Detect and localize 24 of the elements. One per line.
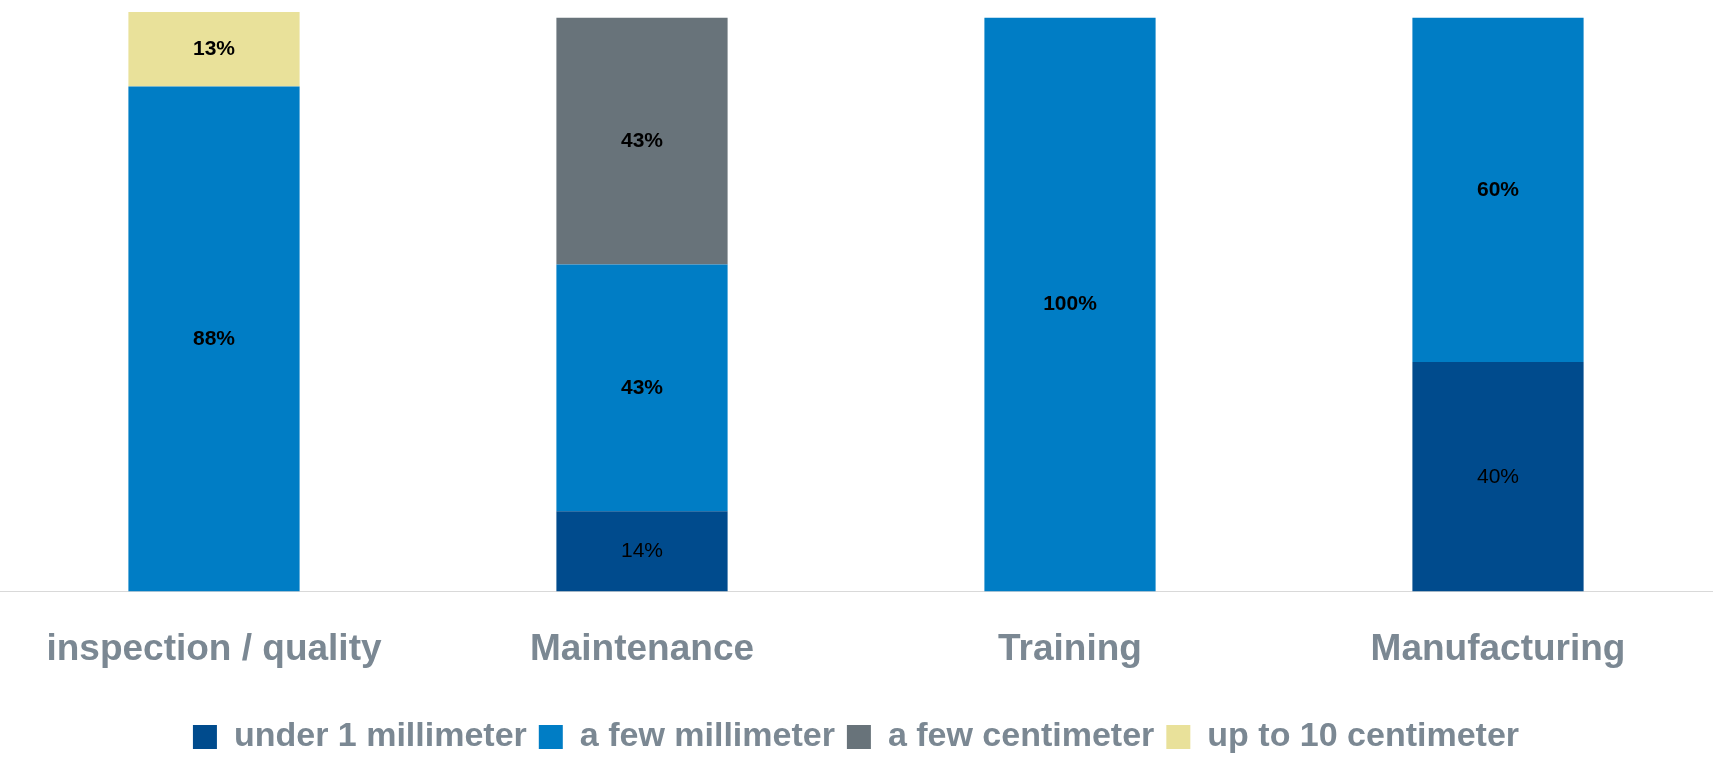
data-label: 88%: [192, 325, 236, 349]
legend-label: a few millimeter: [579, 715, 835, 754]
data-label: 43%: [620, 374, 664, 398]
bar: [984, 17, 1156, 592]
bar: [1412, 17, 1584, 363]
x-tick-label: Training: [998, 627, 1142, 668]
bar: [128, 12, 300, 87]
data-label: 40%: [1476, 463, 1520, 487]
bar: [556, 511, 728, 592]
legend-label: a few centimeter: [887, 715, 1155, 754]
data-label: 13%: [192, 36, 236, 60]
legend-label: up to 10 centimeter: [1207, 715, 1520, 754]
bar: [1412, 362, 1584, 592]
bar: [556, 17, 728, 265]
data-label: 60%: [1476, 176, 1520, 200]
legend-label: under 1 millimeter: [233, 715, 527, 754]
x-tick-label: inspection / quality: [46, 627, 382, 668]
bar: [556, 264, 728, 512]
data-label: 100%: [1043, 291, 1098, 315]
x-tick-label: Manufacturing: [1370, 627, 1626, 668]
bar: [128, 86, 300, 592]
data-label: 43%: [620, 127, 664, 151]
x-tick-label: Maintenance: [529, 627, 755, 668]
data-label: 14%: [620, 538, 664, 562]
